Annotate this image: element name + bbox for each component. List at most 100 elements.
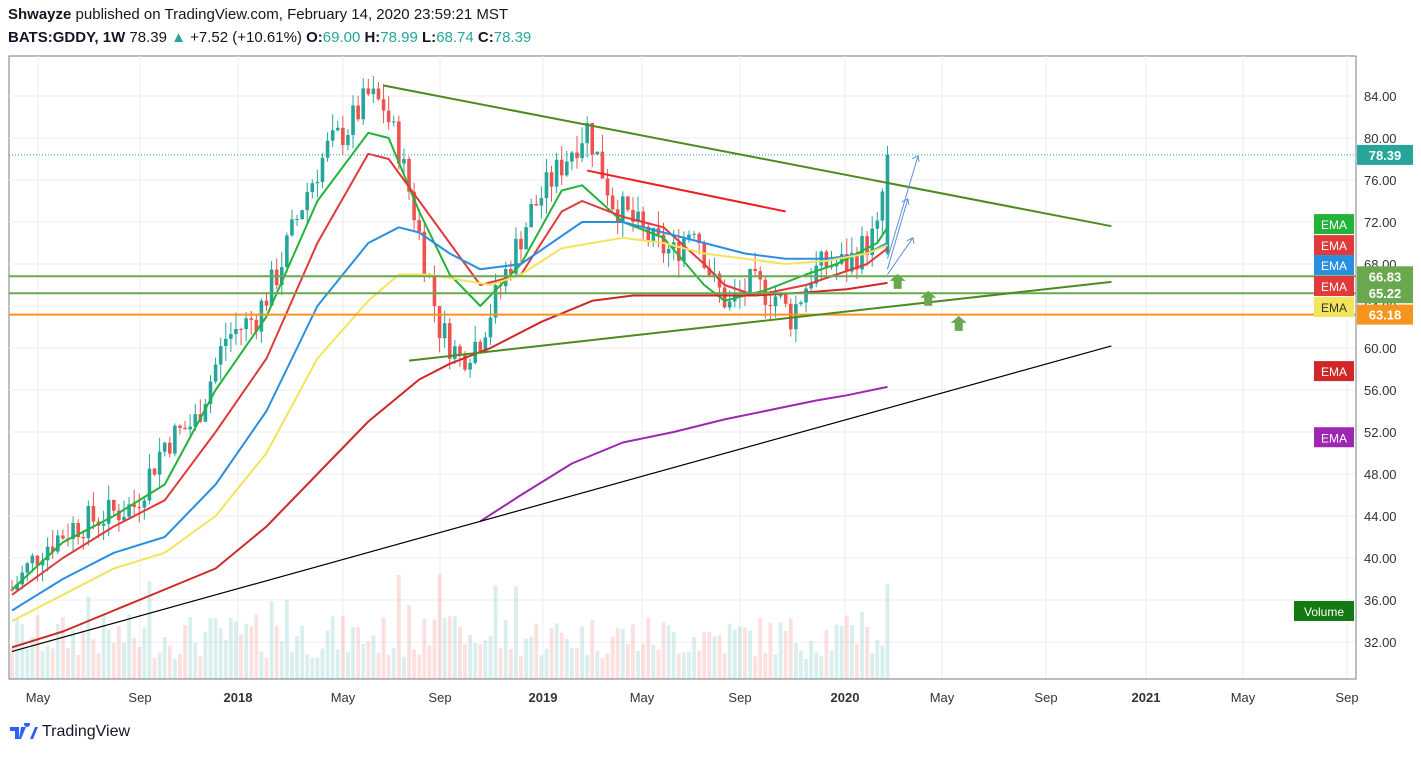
candle-body [768, 304, 773, 307]
candle-body [621, 196, 625, 223]
volume-bar [407, 605, 411, 679]
trendline-long-term-support [11, 345, 1112, 653]
volume-bar [86, 596, 91, 679]
ema-darkred-line [11, 281, 888, 649]
volume-tag-box [1294, 601, 1354, 621]
volume-bar [259, 651, 264, 679]
candle-body [844, 254, 849, 272]
candle-body [274, 269, 279, 286]
price-label: 63.18 [1357, 304, 1413, 325]
y-tick-label: 52.00 [1364, 425, 1397, 440]
candle-body [488, 317, 493, 338]
volume-bar [620, 629, 625, 679]
candle-body [529, 203, 533, 228]
candle-body [722, 287, 727, 308]
low-value: 68.74 [436, 29, 474, 46]
volume-bar [447, 616, 452, 679]
candle-body [595, 151, 600, 155]
candle-body [570, 152, 574, 162]
volume-bar [839, 626, 844, 679]
volume-bar [793, 643, 798, 679]
volume-bar [707, 631, 712, 679]
plot-frame [8, 55, 1357, 680]
price-label-text: 63.18 [1369, 308, 1402, 323]
candle-body [101, 523, 106, 526]
candle-body [244, 318, 248, 330]
volume-bar [865, 627, 870, 679]
symbol: BATS:GDDY, 1W [8, 29, 126, 46]
author-name[interactable]: Shwayze [8, 6, 72, 23]
candle-body [458, 346, 462, 356]
candle-body [442, 323, 447, 339]
candle-body [402, 158, 406, 164]
volume-bar [519, 655, 523, 679]
candle-body [50, 546, 55, 552]
candle-body [56, 535, 60, 552]
volume-bar [722, 653, 727, 679]
candle-body [178, 425, 182, 428]
volume-bar [855, 643, 859, 679]
volume-bar [819, 655, 824, 679]
volume-bar [137, 647, 142, 679]
volume-bar [595, 650, 600, 679]
candle-body [524, 227, 528, 250]
volume-bar [417, 654, 422, 679]
candle-body [188, 426, 192, 430]
volume-bar [427, 645, 432, 679]
volume-bar [788, 618, 793, 679]
volume-bar [549, 627, 554, 679]
candle-body [417, 220, 421, 232]
volume-bar [35, 615, 40, 679]
candle-body [106, 499, 111, 524]
price-label-text: 78.39 [1369, 148, 1402, 163]
volume-bar [580, 626, 584, 679]
ema-tag-box [1314, 214, 1354, 235]
open-label: O: [306, 29, 323, 46]
candle-body [81, 536, 86, 539]
candle-body [646, 226, 651, 242]
ema-blue-line [11, 221, 888, 612]
candle-body [356, 105, 360, 120]
volume-bar [223, 640, 228, 679]
volume-bar [71, 629, 75, 679]
candle-body [71, 523, 75, 539]
volume-bar [30, 637, 35, 679]
volume-bar [366, 641, 371, 679]
candle-body [386, 110, 391, 123]
volume-bar [45, 646, 50, 679]
candle-body [346, 135, 350, 146]
volume-bar [615, 627, 620, 679]
volume-bar [122, 642, 126, 679]
volume-bar [799, 650, 803, 679]
plot-area [9, 76, 1356, 679]
volume-bar [748, 630, 752, 679]
volume-bar [244, 623, 249, 679]
candle-body [173, 425, 177, 454]
ema-purple-line [479, 385, 888, 523]
volume-bar [193, 642, 198, 679]
candle-body [407, 158, 411, 192]
volume-bar [335, 649, 340, 679]
candle-body [40, 560, 45, 566]
volume-bar [127, 614, 131, 679]
footer-brand[interactable]: TradingView [8, 723, 130, 741]
volume-bar [809, 640, 814, 679]
volume-bar [590, 619, 595, 679]
up-arrow-icon: ▲ [171, 29, 186, 46]
candle-body [391, 121, 396, 123]
high-value: 78.99 [380, 29, 418, 46]
volume-bar [529, 636, 534, 679]
volume-bar [503, 620, 508, 679]
trendline-resistance [586, 169, 786, 213]
candle-body [218, 346, 223, 365]
candle-body [10, 589, 14, 591]
volume-bar [885, 583, 890, 679]
candle-body [223, 338, 228, 347]
volume-bar [844, 615, 849, 679]
y-tick-label: 36.00 [1364, 593, 1397, 608]
volume-bar [524, 638, 528, 679]
price-label-box [1357, 266, 1413, 287]
candle-body [605, 178, 610, 196]
projection-arrow [887, 155, 919, 259]
